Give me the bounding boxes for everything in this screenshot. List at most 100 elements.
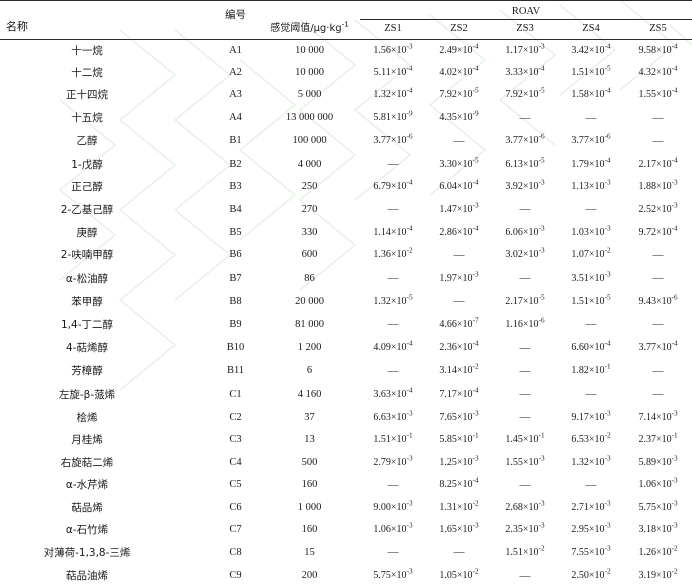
cell-threshold: 6 (306, 365, 313, 377)
table-row: 乙醇 B1 100 000 3.77×10-6 — 3.77×10-6 3.77×10-6 — (0, 130, 692, 153)
cell-roav-zs3: 1.51×10-2 (505, 544, 545, 558)
cell-roav-zs3: 2.17×10-5 (505, 293, 545, 307)
cell-roav-zs3: — (519, 272, 531, 285)
cell-roav-zs3: — (519, 364, 531, 377)
cell-roav-zs1: 2.79×10-3 (373, 454, 413, 468)
cell-roav-zs4: 2.95×10-3 (571, 521, 611, 536)
table-row: 桧烯 C2 37 6.63×10-3 7.65×10-3 — 9.17×10-3 7.14×1… (0, 406, 692, 429)
table-row: 苯甲醇 B8 20 000 1.32×10-5 — 2.17×10-5 1.51×10-5 9… (0, 290, 692, 313)
cell-compound-id: B2 (229, 158, 242, 170)
cell-roav-zs5: 9.72×10-4 (638, 224, 678, 238)
cell-roav-zs1: — (387, 272, 399, 285)
cell-roav-zs4: 2.50×10-2 (571, 567, 611, 582)
cell-roav-zs1: 6.79×10-4 (373, 178, 413, 193)
cell-roav-zs1: 1.32×10-5 (373, 293, 413, 307)
cell-roav-zs1: — (387, 203, 399, 216)
header-threshold: 感觉阈值/μg·kg-1 (259, 1, 360, 40)
cell-roav-zs2: 1.97×10-3 (439, 270, 479, 284)
cell-roav-zs1: 1.51×10-1 (373, 432, 413, 446)
cell-roav-zs3: 3.02×10-3 (505, 247, 545, 261)
cell-roav-zs3: 1.16×10-6 (505, 316, 545, 330)
cell-roav-zs4: 1.58×10-4 (571, 87, 611, 101)
table-row: 对薄荷-1,3,8-三烯 C8 15 — — 1.51×10-2 7.55×10-3 1.26… (0, 541, 692, 564)
cell-roav-zs4: 3.77×10-6 (571, 132, 611, 147)
cell-threshold: 5 000 (297, 89, 322, 101)
cell-roav-zs2: — (453, 546, 465, 559)
cell-roav-zs1: 5.81×10-9 (373, 109, 413, 124)
cell-roav-zs5: 3.18×10-3 (638, 521, 678, 536)
table-row: α-松油醇 B7 86 — 1.97×10-3 — 3.51×10-3 — (0, 267, 692, 290)
cell-roav-zs1: 4.09×10-4 (373, 339, 413, 354)
cell-roav-zs5: — (652, 248, 664, 261)
cell-roav-zs4: — (585, 203, 597, 216)
header-row-group: 名称 编号 感觉阈值/μg·kg-1 ROAV (0, 0, 692, 34)
cell-threshold: 13 (304, 434, 315, 446)
cell-roav-zs1: 9.00×10-3 (373, 499, 413, 514)
cell-roav-zs1: 3.63×10-4 (373, 386, 413, 400)
cell-compound-name: 2-乙基己醇 (60, 203, 114, 216)
cell-roav-zs5: 4.32×10-4 (638, 64, 678, 79)
cell-roav-zs3: 1.55×10-3 (505, 454, 545, 468)
cell-roav-zs2: 2.36×10-4 (439, 339, 479, 354)
header-name: 名称 (6, 20, 28, 33)
cell-roav-zs1: 5.11×10-4 (373, 64, 413, 79)
cell-compound-id: C6 (229, 502, 242, 514)
cell-compound-id: B4 (229, 203, 242, 215)
cell-compound-id: A4 (229, 112, 242, 124)
cell-compound-name: 芳樟醇 (71, 365, 103, 378)
cell-roav-zs3: 2.68×10-3 (505, 499, 545, 514)
cell-threshold: 270 (301, 203, 318, 215)
cell-compound-id: C5 (229, 479, 242, 491)
cell-roav-zs1: — (387, 318, 399, 331)
cell-threshold: 37 (304, 411, 315, 423)
cell-roav-zs4: 7.55×10-3 (571, 544, 611, 558)
cell-roav-zs4: 1.03×10-3 (571, 224, 611, 238)
table-row: 十二烷 A2 10 000 5.11×10-4 4.02×10-4 3.33×10-4 1.… (0, 62, 692, 84)
table-row: 左旋-β-蒎烯 C1 4 160 3.63×10-4 7.17×10-4 — — — (0, 383, 692, 406)
cell-roav-zs1: — (387, 364, 399, 377)
cell-roav-zs1: 5.75×10-3 (373, 567, 413, 582)
cell-roav-zs5: 2.52×10-3 (638, 201, 678, 215)
cell-roav-zs3: — (519, 569, 531, 582)
cell-roav-zs2: 4.35×10-9 (439, 109, 479, 124)
cell-roav-zs2: — (453, 134, 465, 147)
cell-compound-name: 正己醇 (71, 181, 103, 194)
cell-threshold: 100 000 (292, 135, 327, 147)
cell-compound-id: C4 (229, 456, 242, 468)
cell-roav-zs5: 7.14×10-3 (638, 409, 678, 423)
cell-roav-zs1: — (387, 478, 399, 491)
cell-threshold: 160 (301, 524, 318, 536)
table-header: 名称 编号 感觉阈值/μg·kg-1 ROAV ZS1 ZS2 ZS3 ZS4 … (0, 0, 692, 40)
header-threshold-label: 感觉阈值/μg·kg (270, 23, 342, 34)
cell-roav-zs5: — (652, 388, 664, 401)
table-row: 1-戊醇 B2 4 000 — 3.30×10-5 6.13×10-5 1.79×10-4 2… (0, 153, 692, 176)
cell-roav-zs2: 1.25×10-3 (439, 454, 479, 468)
cell-threshold: 20 000 (295, 295, 324, 307)
cell-roav-zs2: 2.86×10-4 (439, 224, 479, 238)
cell-roav-zs4: — (585, 388, 597, 401)
table-row: 庚醇 B5 330 1.14×10-4 2.86×10-4 6.06×10-3 1.03×1… (0, 222, 692, 244)
cell-compound-name: 苯甲醇 (71, 295, 103, 308)
cell-roav-zs5: 2.37×10-1 (638, 432, 678, 446)
cell-threshold: 13 000 000 (285, 112, 334, 124)
cell-compound-id: B9 (229, 318, 242, 330)
cell-compound-id: C7 (229, 524, 242, 536)
cell-roav-zs4: 1.51×10-5 (571, 293, 611, 307)
cell-roav-zs2: — (453, 248, 465, 261)
cell-compound-id: B6 (229, 249, 242, 261)
cell-roav-zs3: — (519, 388, 531, 401)
table-row: 正己醇 B3 250 6.79×10-4 6.04×10-4 3.92×10-3 1.13×… (0, 176, 692, 198)
cell-roav-zs1: 1.14×10-4 (373, 224, 413, 238)
cell-roav-zs4: 1.51×10-5 (571, 64, 611, 79)
cell-threshold: 1 200 (297, 342, 322, 354)
cell-roav-zs2: — (453, 295, 465, 308)
cell-roav-zs4: 2.71×10-3 (571, 499, 611, 514)
cell-roav-zs2: 1.47×10-3 (439, 201, 479, 215)
table-row: 十一烷 A1 10 000 1.56×10-3 2.49×10-4 1.17×10-3 3.… (0, 40, 692, 63)
cell-compound-id: C2 (229, 411, 242, 423)
cell-roav-zs1: 6.63×10-3 (373, 409, 413, 423)
table-row: 萜品烯 C6 1 000 9.00×10-3 1.31×10-2 2.68×10-3 2.7… (0, 497, 692, 519)
cell-roav-zs4: — (585, 111, 597, 124)
cell-compound-name: 1-戊醇 (71, 158, 103, 171)
cell-compound-id: A2 (229, 67, 242, 79)
